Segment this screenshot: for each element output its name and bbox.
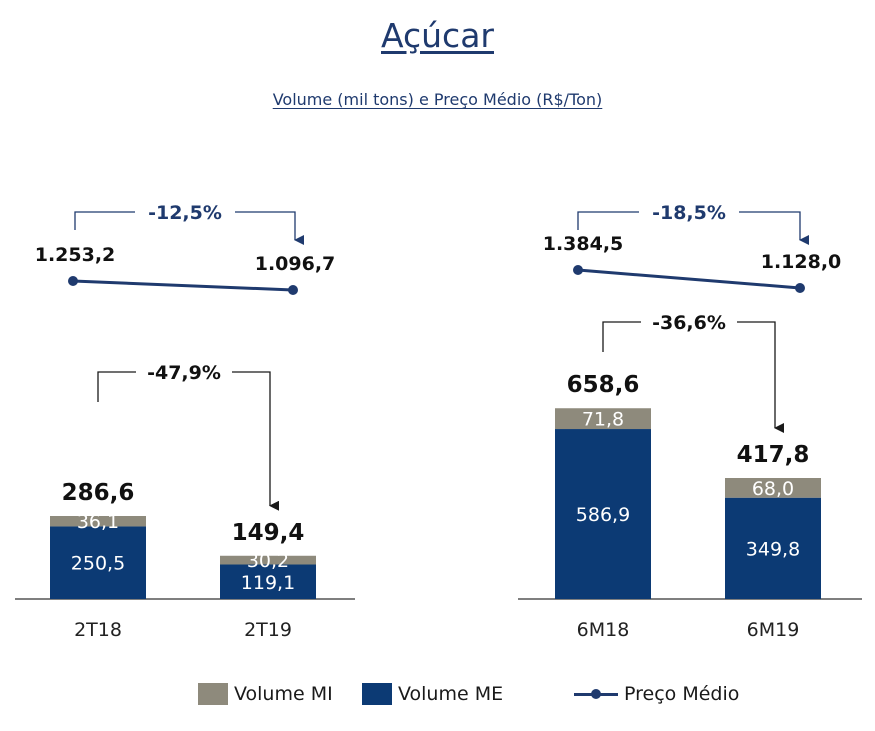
x-tick-label: 2T18 [74,619,122,641]
bar-volume-me [555,429,651,599]
price-change-bracket-left [577,211,639,230]
legend-label-preco-medio: Preço Médio [624,683,740,705]
price-label: 1.253,2 [35,244,116,266]
bar-volume-me [220,564,316,599]
legend-label-volume-mi: Volume MI [234,683,333,705]
volume-change-bracket-right [232,371,279,511]
bar-volume-mi [725,478,821,498]
bar-volume-mi [50,516,146,527]
data-label-total: 658,6 [567,372,640,398]
price-change-bracket-left [74,211,135,230]
price-point [68,276,78,286]
data-label-volume-mi: 68,0 [752,478,794,500]
data-label-volume-mi: 36,1 [77,511,119,533]
price-point [288,285,298,295]
data-label-volume-mi: 71,8 [582,409,624,431]
data-label-volume-me: 250,5 [71,553,125,575]
data-label-total: 417,8 [737,442,810,468]
volume-change-label: -47,9% [147,362,221,384]
bar-volume-mi [220,555,316,565]
legend-label-volume-me: Volume ME [398,683,504,705]
price-change-bracket-right [739,211,809,245]
volume-change-bracket-left [97,371,136,402]
legend-item-volume-me: Volume ME [362,680,503,708]
data-label-volume-mi: 30,2 [247,550,289,572]
x-tick-label: 2T19 [244,619,292,641]
legend-line-preco-medio [574,683,618,705]
price-change-label: -18,5% [652,202,726,224]
chart-legend: Volume MI Volume ME Preço Médio [0,680,875,708]
legend-swatch-volume-mi [198,683,228,705]
price-label: 1.384,5 [543,233,624,255]
chart-subtitle: Volume (mil tons) e Preço Médio (R$/Ton) [272,90,603,109]
price-point [573,265,583,275]
price-line [577,268,801,290]
legend-swatch-volume-me [362,683,392,705]
volume-change-label: -36,6% [652,312,726,334]
price-line [72,279,294,292]
price-point [795,283,805,293]
legend-item-preco-medio: Preço Médio [574,680,739,708]
price-change-label: -12,5% [148,202,222,224]
volume-change-bracket-right [737,321,784,434]
price-label: 1.128,0 [761,251,842,273]
data-label-volume-me: 349,8 [746,538,800,560]
legend-item-volume-mi: Volume MI [198,680,333,708]
x-tick-label: 6M18 [577,619,630,641]
data-label-total: 286,6 [62,480,135,506]
data-label-volume-me: 586,9 [576,504,630,526]
x-tick-label: 6M19 [747,619,800,641]
bar-volume-me [725,497,821,599]
data-label-volume-me: 119,1 [241,572,295,594]
price-label: 1.096,7 [255,253,336,275]
data-label-total: 149,4 [232,520,305,546]
bar-volume-me [50,526,146,599]
chart-title: Açúcar [381,16,494,55]
volume-change-bracket-left [602,321,641,352]
price-change-bracket-right [235,211,304,245]
bar-volume-mi [555,408,651,430]
